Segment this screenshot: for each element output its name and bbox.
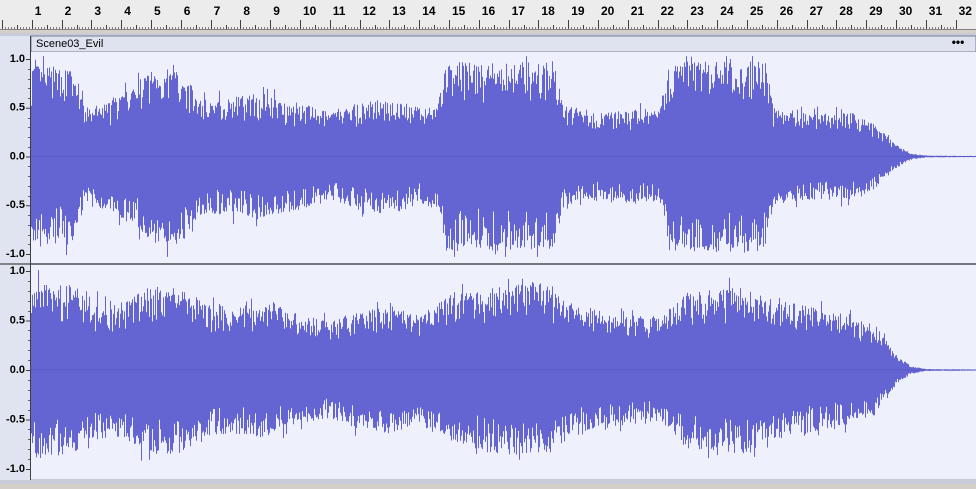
ruler-label: 6 <box>184 4 191 18</box>
ruler-label: 24 <box>720 4 734 18</box>
ruler-label: 2 <box>65 4 72 18</box>
ruler-label: 13 <box>392 4 406 18</box>
track-name[interactable]: Scene03_Evil <box>36 38 103 50</box>
vertical-ruler <box>0 36 30 480</box>
ruler-label: 25 <box>750 4 764 18</box>
ruler-label: 18 <box>541 4 555 18</box>
ruler-label: 3 <box>94 4 101 18</box>
ruler-label: 20 <box>601 4 615 18</box>
ruler-label: 9 <box>273 4 280 18</box>
waveform <box>31 56 976 257</box>
ruler-label: 23 <box>690 4 704 18</box>
amplitude-label: 1.0 <box>10 265 25 277</box>
ruler-label: 28 <box>839 4 853 18</box>
ruler-label: 12 <box>363 4 377 18</box>
ruler-label: 16 <box>482 4 496 18</box>
timeline-ruler[interactable] <box>0 0 976 30</box>
ruler-label: 21 <box>631 4 645 18</box>
ruler-label: 4 <box>124 4 131 18</box>
amplitude-label: 0.5 <box>10 314 25 326</box>
amplitude-label: 0.5 <box>10 102 25 114</box>
ruler-label: 22 <box>661 4 675 18</box>
ruler-label: 31 <box>929 4 943 18</box>
ruler-label: 10 <box>303 4 317 18</box>
ruler-label: 8 <box>243 4 250 18</box>
ruler-label: 26 <box>780 4 794 18</box>
ruler-label: 32 <box>959 4 973 18</box>
ruler-label: 1 <box>35 4 42 18</box>
track-menu[interactable]: ••• <box>952 35 965 49</box>
amplitude-label: -0.5 <box>6 413 25 425</box>
ruler-label: 27 <box>810 4 824 18</box>
ruler-label: 5 <box>154 4 161 18</box>
amplitude-label: -0.5 <box>6 199 25 211</box>
amplitude-label: 0.0 <box>10 150 25 162</box>
track-title-bar[interactable] <box>30 35 976 53</box>
amplitude-label: 0.0 <box>10 364 25 376</box>
ruler-label: 19 <box>571 4 585 18</box>
ruler-label: 15 <box>452 4 466 18</box>
amplitude-label: -1.0 <box>6 248 25 260</box>
ruler-label: 7 <box>214 4 221 18</box>
ruler-label: 14 <box>422 4 436 18</box>
ruler-label: 17 <box>512 4 526 18</box>
ruler-label: 11 <box>333 4 346 18</box>
amplitude-label: -1.0 <box>6 463 25 475</box>
ruler-label: 29 <box>869 4 883 18</box>
amplitude-label: 1.0 <box>10 53 25 65</box>
ruler-label: 30 <box>899 4 913 18</box>
